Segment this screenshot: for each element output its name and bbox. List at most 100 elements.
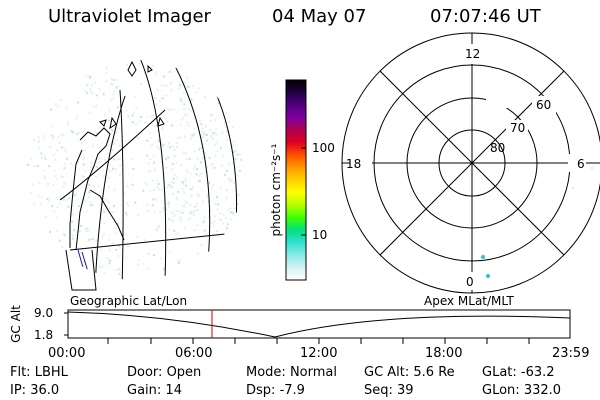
aurora-speck [118, 244, 120, 247]
aurora-speck [181, 181, 183, 184]
aurora-speck [163, 143, 166, 146]
aurora-speck [186, 114, 189, 117]
aurora-speck [209, 129, 212, 132]
aurora-speck [146, 183, 148, 186]
coastline [147, 64, 153, 73]
aurora-speck [84, 230, 87, 233]
aurora-speck [108, 248, 111, 251]
aurora-speck [193, 213, 195, 216]
aurora-speck [214, 143, 217, 146]
aurora-speck [153, 169, 156, 172]
aurora-speck [128, 116, 131, 118]
aurora-speck [217, 235, 220, 238]
aurora-speck [82, 158, 85, 161]
aurora-speck [175, 198, 178, 201]
aurora-speck [190, 137, 193, 140]
aurora-speck [224, 217, 227, 220]
aurora-speck [228, 162, 230, 165]
aurora-speck [150, 115, 153, 118]
aurora-speck [125, 212, 128, 215]
aurora-speck [54, 174, 57, 177]
aurora-speck [207, 193, 210, 196]
aurora-speck [228, 177, 230, 180]
colorbar-swatch [285, 79, 307, 281]
aurora-speck [197, 157, 199, 160]
aurora-speck [190, 110, 193, 113]
aurora-speck [180, 100, 183, 102]
aurora-speck [160, 141, 163, 144]
aurora-speck [88, 111, 91, 114]
aurora-speck [157, 183, 160, 186]
aurora-speck [212, 184, 215, 187]
polar-aurora [481, 167, 593, 278]
polar-plot [341, 32, 600, 294]
aurora-speck [90, 161, 92, 164]
aurora-speck [146, 203, 149, 206]
aurora-speck [88, 183, 91, 186]
aurora-speck [65, 199, 68, 201]
aurora-speck [30, 157, 33, 160]
aurora-speck [55, 216, 58, 219]
aurora-speck [211, 187, 214, 190]
aurora-speck [170, 186, 173, 189]
aurora-speck [105, 80, 108, 83]
aurora-speck [197, 195, 200, 197]
aurora-speck [52, 184, 55, 187]
aurora-speck [88, 191, 91, 194]
aurora-speck [156, 186, 159, 189]
aurora-speck [185, 76, 188, 79]
aurora-speck [147, 267, 150, 270]
aurora-speck [83, 176, 85, 179]
aurora-speck [176, 137, 179, 140]
time-tick: 00:00 [48, 346, 86, 361]
aurora-speck [213, 119, 216, 122]
aurora-speck [107, 177, 110, 179]
aurora-speck [71, 234, 74, 237]
aurora-speck [185, 180, 187, 182]
aurora-speck [229, 218, 232, 221]
aurora-speck [95, 247, 97, 250]
aurora-speck [114, 226, 117, 229]
aurora-speck [196, 202, 199, 205]
aurora-speck [215, 196, 218, 199]
aurora-speck [81, 141, 84, 144]
aurora-speck [76, 115, 79, 118]
aurora-speck [196, 168, 199, 171]
aurora-speck [126, 201, 128, 204]
aurora-speck [161, 144, 164, 147]
aurora-speck [201, 147, 204, 149]
aurora-speck [117, 158, 120, 161]
aurora-speck [48, 165, 51, 168]
aurora-speck [175, 209, 178, 212]
time-tick: 18:00 [425, 346, 463, 361]
aurora-speck [236, 174, 239, 177]
aurora-speck [173, 173, 176, 176]
apex-caption: Apex MLat/MLT [424, 294, 514, 308]
aurora-speck [176, 142, 178, 144]
aurora-speck [173, 108, 176, 111]
aurora-speck [190, 195, 193, 198]
aurora-speck [160, 83, 163, 86]
aurora-speck [193, 205, 196, 208]
aurora-speck [37, 194, 40, 197]
aurora-speck [168, 228, 171, 231]
aurora-speck [209, 120, 212, 122]
aurora-speck [110, 77, 113, 80]
aurora-speck [88, 76, 91, 79]
coastline [157, 116, 165, 127]
aurora-speck [60, 146, 63, 149]
aurora-speck [158, 224, 161, 227]
aurora-speck [103, 272, 106, 274]
aurora-speck [210, 135, 212, 137]
aurora-speck [195, 209, 198, 212]
aurora-speck [213, 220, 216, 223]
aurora-speck [67, 205, 70, 208]
aurora-speck [171, 168, 174, 170]
aurora-speck [214, 203, 217, 205]
aurora-speck [76, 231, 79, 234]
aurora-speck [110, 98, 113, 101]
aurora-speck [156, 179, 159, 182]
coastline [127, 60, 137, 77]
aurora-speck [198, 236, 201, 239]
aurora-speck [58, 141, 61, 144]
